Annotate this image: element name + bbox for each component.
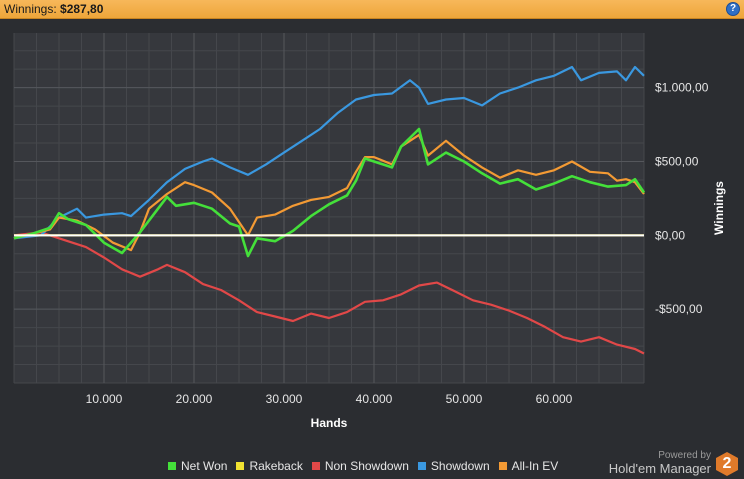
winnings-value: $287,80	[60, 2, 104, 16]
legend-swatch	[311, 462, 320, 470]
legend-label: Non Showdown	[324, 459, 409, 473]
x-tick-label: 10.000	[86, 392, 123, 406]
series-line-all-in-ev	[13, 133, 645, 252]
branding: Powered by Hold'em Manager 2	[609, 446, 738, 476]
legend-item-non-showdown[interactable]: Non Showdown	[311, 459, 409, 473]
brand-name: Hold'em Manager	[608, 461, 711, 476]
legend-swatch	[236, 462, 245, 470]
brand-powered-by: Powered by	[658, 450, 711, 461]
series-line-non-showdown	[13, 231, 645, 355]
y-tick-label: $1.000,00	[655, 81, 709, 95]
x-axis-title: Hands	[311, 416, 348, 430]
series-line-showdown	[13, 65, 645, 240]
x-tick-label: 30.000	[266, 392, 303, 406]
legend-swatch	[498, 462, 507, 470]
chart-grid	[13, 33, 645, 384]
x-axis-ticks: 10.000 20.000 30.000 40.000 50.000 60.000	[86, 392, 573, 406]
y-axis-title: Winnings	[712, 181, 726, 235]
y-tick-label: -$500,00	[655, 302, 703, 316]
legend-item-all-in-ev[interactable]: All-In EV	[498, 459, 559, 473]
legend-label: Net Won	[181, 459, 228, 473]
brand-text: Powered by Hold'em Manager	[609, 450, 711, 476]
winnings-label: Winnings:	[4, 2, 57, 16]
winnings-chart: 10.000 20.000 30.000 40.000 50.000 60.000 -$5…	[13, 33, 726, 430]
y-tick-label: $500,00	[655, 154, 699, 168]
x-tick-label: 40.000	[356, 392, 393, 406]
series-line-net-won	[13, 127, 646, 258]
legend-swatch	[417, 462, 426, 470]
y-axis-ticks: -$500,00 $0,00 $500,00 $1.000,00	[655, 81, 709, 317]
legend-item-rakeback[interactable]: Rakeback	[236, 459, 303, 473]
chart-legend: Net Won Rakeback Non Showdown Showdown A…	[168, 459, 567, 473]
legend-swatch	[168, 462, 176, 470]
legend-label: All-In EV	[511, 459, 559, 473]
y-tick-label: $0,00	[655, 228, 685, 242]
x-tick-label: 60.000	[536, 392, 573, 406]
x-tick-label: 50.000	[446, 392, 483, 406]
help-icon[interactable]: ?	[726, 2, 740, 16]
legend-label: Rakeback	[249, 459, 303, 473]
winnings-header: Winnings: $287,80 ?	[0, 0, 744, 19]
legend-item-net-won[interactable]: Net Won	[168, 459, 227, 473]
legend-item-showdown[interactable]: Showdown	[417, 459, 490, 473]
holdem-manager-logo-icon: 2	[716, 452, 738, 476]
legend-label: Showdown	[430, 459, 490, 473]
x-tick-label: 20.000	[176, 392, 213, 406]
